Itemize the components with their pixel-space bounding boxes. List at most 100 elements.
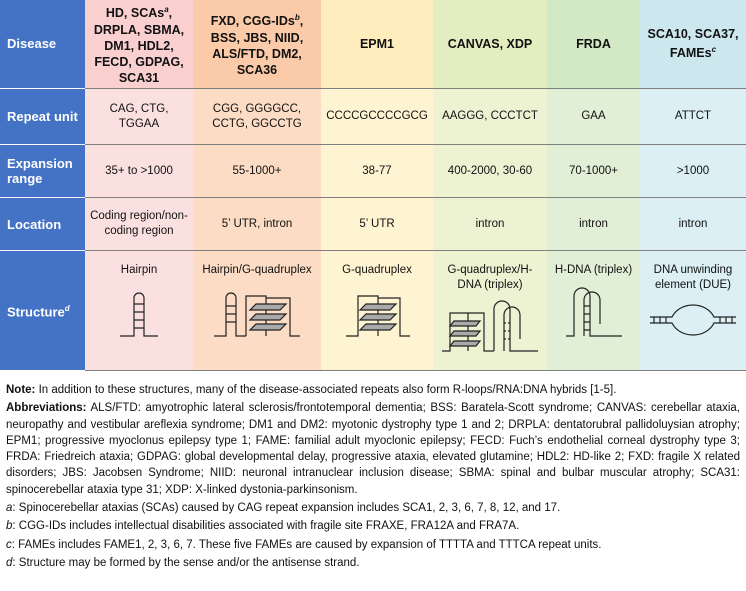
superscript: c	[711, 45, 717, 55]
location-cell: intron	[433, 197, 547, 251]
repeat-unit-cell: AAGGG, CCCTCT	[433, 88, 547, 145]
note-text: In addition to these structures, many of…	[35, 384, 617, 396]
text: , DRPLA, SBMA, DM1, HDL2, FECD, GDPAG, S…	[93, 6, 185, 85]
text: 55-1000+	[232, 164, 282, 177]
structure-cell: DNA unwinding element (DUE)	[640, 250, 746, 371]
footnote: b: CGG-IDs includes intellectual disabil…	[6, 518, 740, 534]
text: Hairpin	[120, 264, 158, 276]
text: 70-1000+	[569, 164, 618, 177]
footnote-text: : Structure may be formed by the sense a…	[12, 556, 360, 569]
text: G-quadruplex/H-DNA (triplex)	[447, 264, 533, 291]
text: AAGGG, CCCTCT	[442, 110, 538, 122]
text: DNA unwinding element (DUE)	[653, 264, 733, 291]
row-label: Disease	[0, 0, 85, 89]
text: HD, SCAs	[105, 6, 165, 21]
footnote-text: : CGG-IDs includes intellectual disabili…	[12, 520, 520, 533]
g4-icon	[346, 295, 410, 337]
structure-cell: Hairpin/G-quadruplex	[193, 250, 321, 371]
disease-cell: CANVAS, XDP	[433, 0, 547, 89]
footnote-label: b	[6, 520, 13, 533]
text: Coding region/non-coding region	[90, 210, 188, 237]
text: 400-2000, 30-60	[447, 164, 533, 177]
text: Disease	[7, 36, 57, 51]
note: Abbreviations: ALS/FTD: amyotrophic late…	[6, 400, 740, 498]
text: 35+ to >1000	[105, 164, 173, 177]
disease-cell: SCA10, SCA37, FAMEsc	[640, 0, 746, 89]
location-cell: 5’ UTR, intron	[193, 197, 321, 251]
text: >1000	[676, 164, 710, 177]
footnote: c: FAMEs includes FAME1, 2, 3, 6, 7. The…	[6, 537, 740, 553]
text: ATTCT	[674, 110, 712, 122]
text: CAG, CTG, TGGAA	[109, 102, 169, 130]
text: CCCCGCCCCGCG	[326, 110, 428, 122]
text: intron	[475, 217, 505, 230]
text: 5’ UTR, intron	[221, 217, 293, 230]
row-label: Structured	[0, 250, 85, 371]
disease-cell: FXD, CGG-IDsb, BSS, JBS, NIID, ALS/FTD, …	[193, 0, 321, 89]
note-label: Abbreviations:	[6, 402, 87, 415]
text: Repeat unit	[7, 109, 78, 124]
repeat-unit-cell: CGG, GGGGCC, CCTG, GGCCTG	[193, 88, 321, 145]
due-icon	[650, 304, 736, 336]
repeat-unit-cell: GAA	[547, 88, 640, 145]
text: EPM1	[359, 37, 395, 51]
disease-cell: HD, SCAsa, DRPLA, SBMA, DM1, HDL2, FECD,…	[85, 0, 193, 89]
text: FRDA	[576, 37, 611, 51]
row-label: Repeat unit	[0, 88, 85, 145]
text: intron	[678, 217, 708, 230]
structure-cell: G-quadruplex/H-DNA (triplex)	[433, 250, 547, 371]
triplex-icon	[565, 287, 622, 337]
row-label: Expansion range	[0, 144, 85, 198]
expansion-range-cell: 400-2000, 30-60	[433, 144, 547, 198]
hairpin-g4-icon	[214, 292, 300, 337]
text: Hairpin/G-quadruplex	[202, 264, 312, 276]
expansion-range-cell: 38-77	[321, 144, 433, 198]
disease-table: Disease HD, SCAsa, DRPLA, SBMA, DM1, HDL…	[0, 0, 746, 371]
g4-triplex-icon	[442, 300, 538, 352]
repeat-unit-cell: CAG, CTG, TGGAA	[85, 88, 193, 145]
text: intron	[579, 217, 608, 230]
expansion-range-cell: 70-1000+	[547, 144, 640, 198]
text: Structure	[7, 304, 65, 320]
footnote-label: a	[6, 502, 13, 515]
hairpin-icon	[120, 292, 158, 337]
note-text: ALS/FTD: amyotrophic lateral sclerosis/f…	[6, 402, 740, 496]
structure-cell: H-DNA (triplex)	[547, 250, 640, 371]
text: H-DNA (triplex)	[554, 264, 633, 276]
text: Expansion range	[7, 156, 73, 186]
row-label: Location	[0, 197, 85, 251]
location-cell: intron	[640, 197, 746, 251]
structure-cell: Hairpin	[85, 250, 193, 371]
footnote: d: Structure may be formed by the sense …	[6, 555, 740, 571]
location-cell: 5’ UTR	[321, 197, 433, 251]
text: G-quadruplex	[342, 264, 412, 276]
text: SCA10, SCA37, FAMEs	[647, 27, 739, 61]
repeat-unit-cell: CCCCGCCCCGCG	[321, 88, 433, 145]
expansion-range-cell: >1000	[640, 144, 746, 198]
note: Note: In addition to these structures, m…	[6, 382, 740, 398]
note-label: Note:	[6, 384, 36, 396]
footnote-label: c	[6, 538, 12, 551]
footnote: a: Spinocerebellar ataxias (SCAs) caused…	[6, 500, 740, 516]
text: , BSS, JBS, NIID, ALS/FTD, DM2, SCA36	[210, 14, 304, 77]
structure-cell: G-quadruplex	[321, 250, 433, 371]
expansion-range-cell: 55-1000+	[193, 144, 321, 198]
expansion-range-cell: 35+ to >1000	[85, 144, 193, 198]
repeat-unit-cell: ATTCT	[640, 88, 746, 145]
superscript: b	[294, 13, 300, 23]
footnote-text: : Spinocerebellar ataxias (SCAs) caused …	[12, 502, 561, 515]
text: GAA	[581, 110, 606, 122]
notes: Note: In addition to these structures, m…	[6, 382, 740, 573]
superscript: a	[164, 5, 169, 15]
location-cell: intron	[547, 197, 640, 251]
footnote-label: d	[6, 556, 13, 569]
disease-cell: FRDA	[547, 0, 640, 89]
text: 5’ UTR	[359, 217, 395, 230]
text: Location	[7, 216, 62, 232]
text: CGG, GGGGCC, CCTG, GGCCTG	[212, 102, 302, 130]
text: CANVAS, XDP	[447, 37, 533, 51]
text: 38-77	[362, 164, 392, 177]
location-cell: Coding region/non-coding region	[85, 197, 193, 251]
footnote-text: : FAMEs includes FAME1, 2, 3, 6, 7. Thes…	[11, 538, 602, 551]
